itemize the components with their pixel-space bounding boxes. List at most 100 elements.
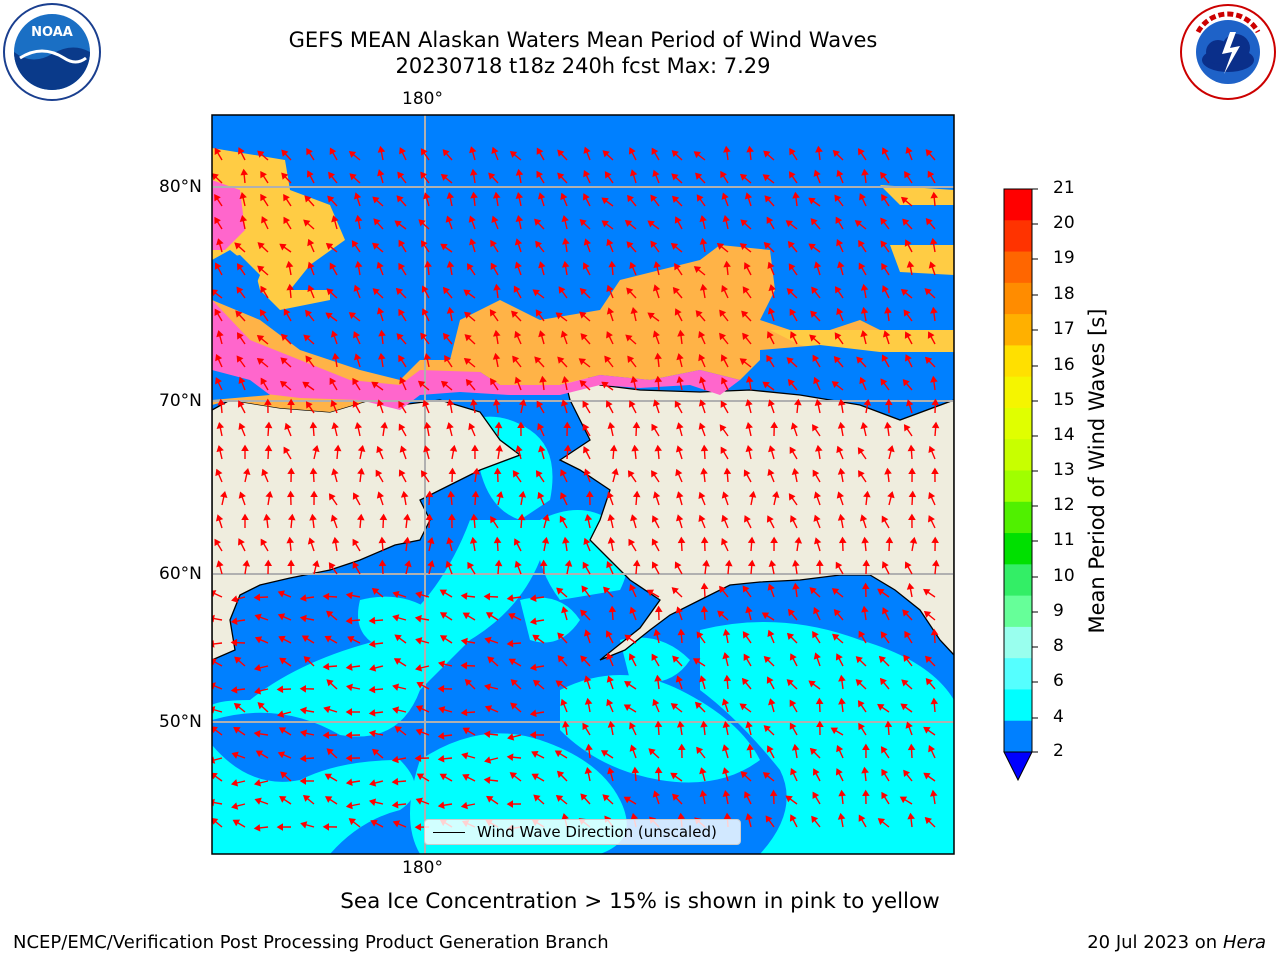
wave-direction-arrowhead bbox=[694, 701, 703, 709]
wave-direction-arrowhead bbox=[766, 745, 774, 753]
colorbar-segment bbox=[1004, 407, 1032, 440]
wave-direction-arrowhead bbox=[261, 216, 269, 224]
wave-direction-arrowhead bbox=[790, 422, 798, 430]
wave-direction-arrowhead bbox=[884, 421, 892, 429]
wave-direction-arrowhead bbox=[719, 424, 727, 432]
wave-direction-arrowhead bbox=[698, 353, 706, 362]
wave-direction-arrowhead bbox=[816, 720, 824, 727]
colorbar-segment bbox=[1004, 470, 1032, 503]
wave-direction-arrowhead bbox=[745, 444, 753, 453]
wave-direction-arrowhead bbox=[539, 559, 548, 567]
wave-direction-arrowhead bbox=[446, 260, 455, 268]
wave-direction-arrowhead bbox=[369, 779, 377, 787]
wave-direction-arrowhead bbox=[903, 424, 911, 432]
lat-label-50: 50°N bbox=[159, 712, 202, 732]
wave-direction-arrowhead bbox=[632, 490, 641, 498]
wave-direction-arrowhead bbox=[631, 444, 639, 452]
wave-direction-arrowhead bbox=[506, 639, 514, 648]
wave-direction-arrowhead bbox=[562, 720, 570, 728]
wave-direction-arrowhead bbox=[813, 491, 822, 499]
wave-direction-arrowhead bbox=[720, 446, 728, 455]
wave-direction-arrowhead bbox=[906, 582, 915, 590]
wave-direction-arrowhead bbox=[265, 490, 273, 498]
wave-direction-arrowhead bbox=[257, 265, 265, 273]
wave-direction-arrowhead bbox=[235, 310, 243, 318]
wave-direction-arrowhead bbox=[404, 560, 412, 568]
wave-direction-arrowhead bbox=[722, 628, 731, 636]
wave-direction-arrowhead bbox=[725, 559, 733, 567]
wave-direction-arrowhead bbox=[253, 779, 262, 787]
wave-direction-arrowhead bbox=[347, 636, 355, 643]
wave-direction-arrowhead bbox=[692, 658, 701, 665]
wave-direction-arrowhead bbox=[352, 400, 360, 408]
wave-direction-arrowhead bbox=[238, 147, 245, 155]
wave-direction-arrowhead bbox=[507, 733, 515, 741]
wave-direction-arrowhead bbox=[330, 399, 338, 408]
wave-direction-arrowhead bbox=[494, 559, 503, 567]
wave-direction-arrowhead bbox=[233, 702, 242, 710]
wave-direction-arrowhead bbox=[720, 170, 727, 179]
wave-direction-arrowhead bbox=[654, 352, 662, 360]
wave-direction-arrowhead bbox=[606, 560, 614, 569]
wave-direction-arrowhead bbox=[671, 195, 680, 203]
wave-direction-arrowhead bbox=[421, 285, 429, 293]
wave-direction-arrowhead bbox=[792, 582, 800, 590]
wave-direction-arrowhead bbox=[277, 751, 286, 759]
wave-direction-arrowhead bbox=[353, 353, 362, 361]
wave-direction-arrowhead bbox=[745, 813, 753, 821]
colorbar-tick-label: 13 bbox=[1053, 460, 1075, 480]
wave-direction-arrowhead bbox=[765, 815, 773, 823]
wave-direction-arrowhead bbox=[563, 444, 572, 452]
wave-direction-arrowhead bbox=[307, 537, 316, 545]
wave-direction-arrowhead bbox=[863, 398, 872, 406]
wave-direction-arrowhead bbox=[398, 400, 405, 409]
wave-direction-arrowhead bbox=[238, 538, 245, 546]
wave-direction-arrowhead bbox=[767, 261, 775, 269]
wave-direction-arrowhead bbox=[628, 538, 636, 547]
wave-direction-arrowhead bbox=[215, 514, 224, 522]
wave-direction-arrowhead bbox=[378, 559, 387, 567]
wave-direction-arrowhead bbox=[792, 191, 800, 199]
wave-direction-arrowhead bbox=[536, 147, 544, 155]
wave-direction-arrowhead bbox=[928, 261, 936, 269]
wave-direction-arrowhead bbox=[744, 515, 751, 523]
wave-direction-arrowhead bbox=[770, 421, 779, 429]
wave-direction-arrowhead bbox=[698, 422, 706, 430]
wave-direction-arrowhead bbox=[837, 261, 845, 269]
wave-direction-arrowhead bbox=[345, 801, 353, 810]
wave-direction-arrowhead bbox=[676, 375, 684, 384]
chart-title: GEFS MEAN Alaskan Waters Mean Period of … bbox=[288, 28, 878, 52]
wave-direction-arrowhead bbox=[786, 679, 794, 687]
wave-direction-arrowhead bbox=[323, 705, 331, 714]
wave-direction-arrowhead bbox=[514, 238, 523, 246]
wave-direction-arrowhead bbox=[929, 789, 938, 797]
wave-direction-arrowhead bbox=[280, 771, 288, 779]
wave-direction-arrowhead bbox=[788, 493, 796, 501]
wave-direction-arrowhead bbox=[216, 330, 224, 338]
wave-direction-arrowhead bbox=[812, 424, 819, 432]
wave-direction-arrowhead bbox=[214, 147, 222, 156]
wave-direction-arrowhead bbox=[322, 731, 330, 740]
wave-direction-arrowhead bbox=[928, 445, 936, 454]
wave-direction-arrowhead bbox=[700, 467, 708, 475]
wave-direction-arrowhead bbox=[744, 791, 751, 799]
wave-direction-arrowhead bbox=[837, 421, 846, 429]
wave-direction-arrowhead bbox=[834, 194, 842, 202]
wave-direction-arrowhead bbox=[373, 218, 381, 226]
wave-direction-arrowhead bbox=[534, 356, 542, 364]
wave-direction-arrowhead bbox=[510, 679, 518, 687]
wave-direction-arrowhead bbox=[880, 631, 888, 639]
wave-direction-arrowhead bbox=[583, 675, 592, 683]
wave-direction-arrowhead bbox=[675, 468, 683, 477]
wave-direction-arrowhead bbox=[836, 169, 844, 178]
wave-direction-arrowhead bbox=[902, 609, 910, 617]
wave-direction-arrowhead bbox=[309, 467, 318, 475]
wave-direction-arrowhead bbox=[885, 536, 894, 544]
wave-direction-arrowhead bbox=[630, 375, 638, 384]
wave-direction-arrowhead bbox=[483, 592, 491, 601]
map-legend: Wind Wave Direction (unscaled) bbox=[424, 819, 741, 845]
wave-direction-arrowhead bbox=[242, 559, 251, 567]
wave-direction-arrowhead bbox=[238, 422, 246, 430]
wave-direction-arrowhead bbox=[813, 169, 821, 177]
wave-direction-arrowhead bbox=[579, 380, 587, 388]
